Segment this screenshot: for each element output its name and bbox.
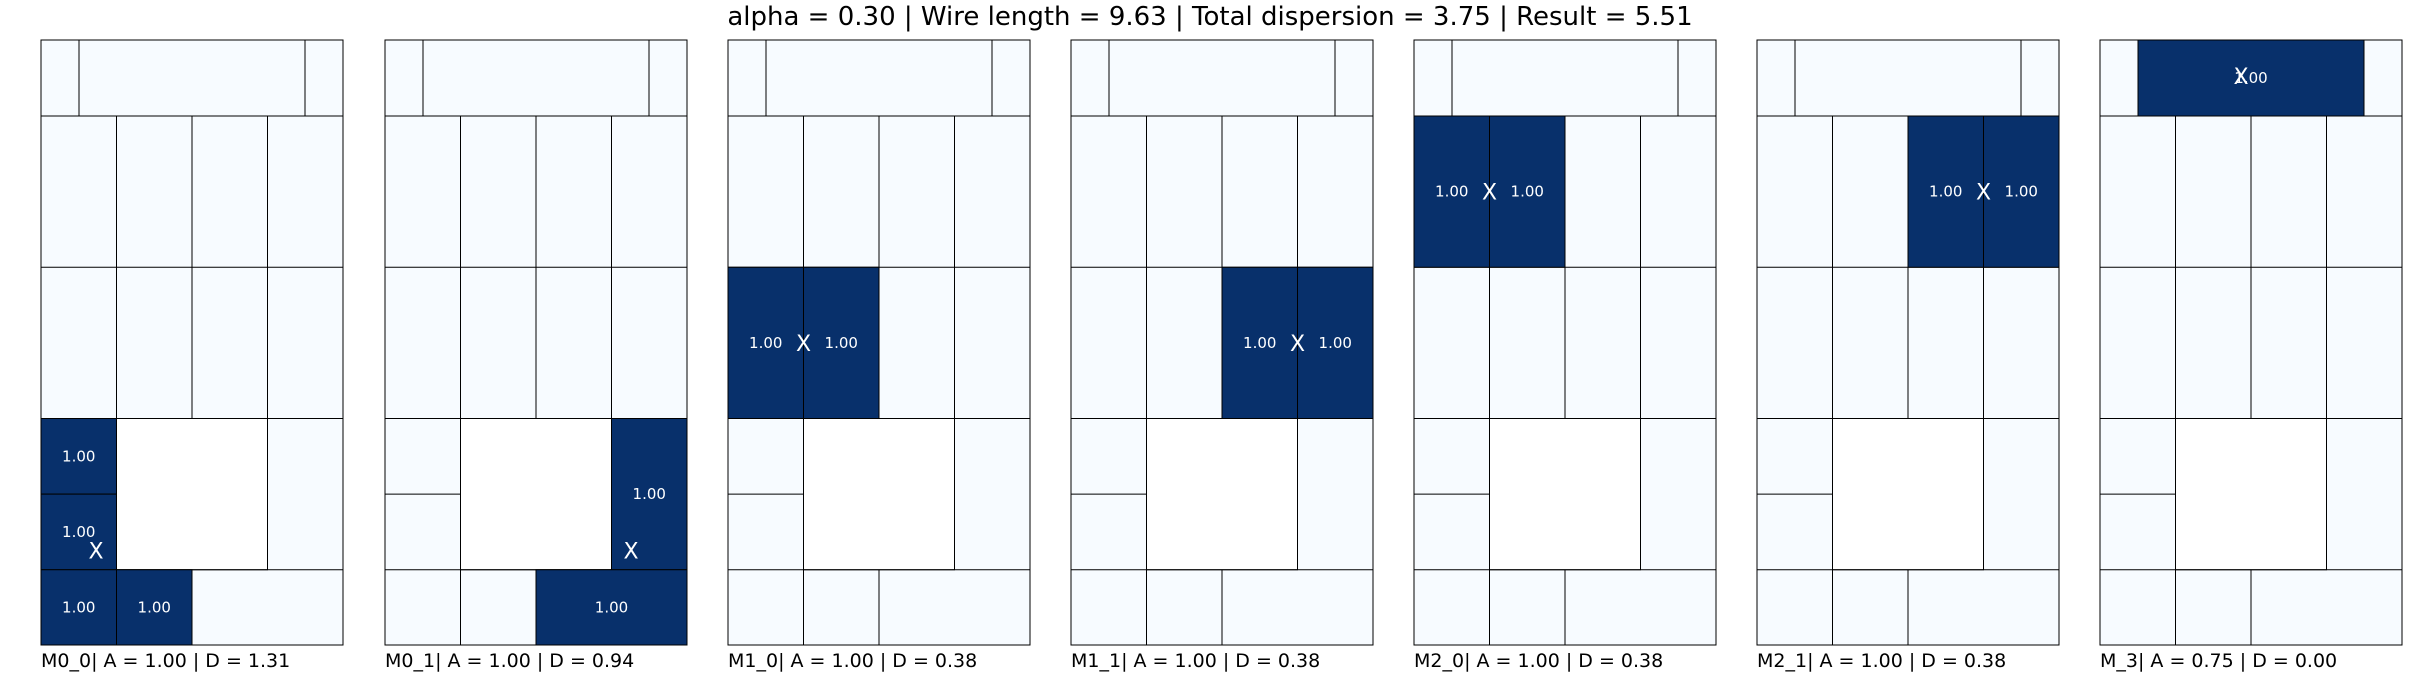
panel-label: M0_0| A = 1.00 | D = 1.31: [41, 650, 290, 672]
empty-region: [460, 418, 612, 571]
cell-value-label: 1.00: [1929, 183, 1962, 201]
cell-value-label: 1.00: [62, 598, 95, 616]
empty-region: [1146, 418, 1298, 571]
figure-title: alpha = 0.30 | Wire length = 9.63 | Tota…: [727, 2, 1693, 32]
panel-3: 1.00 1.00 X M1_1| A = 1.00 | D = 0.38: [1070, 39, 1374, 672]
cell-value-label: 1.00: [1435, 183, 1468, 201]
filled-cell: [1489, 115, 1566, 268]
filled-cell: [2137, 39, 2365, 117]
empty-region: [2175, 418, 2327, 571]
panel-label: M2_1| A = 1.00 | D = 0.38: [1757, 650, 2006, 672]
panel-label: M0_1| A = 1.00 | D = 0.94: [385, 650, 634, 672]
filled-cell: [535, 569, 688, 646]
centroid-x-marker: X: [796, 332, 811, 357]
cell-value-label: 1.00: [1319, 334, 1352, 352]
cell-value-label: 1.00: [62, 523, 95, 541]
empty-region: [803, 418, 955, 571]
centroid-x-marker: X: [2233, 65, 2248, 90]
cell-value-label: 1.00: [595, 598, 628, 616]
filled-cell: [1413, 115, 1490, 268]
cell-value-label: 1.00: [633, 485, 666, 503]
panel-6: 1.00X M_3| A = 0.75 | D = 0.00: [2099, 39, 2403, 672]
cell-value-label: 1.00: [62, 447, 95, 465]
cell-value-label: 1.00: [2234, 69, 2267, 87]
centroid-x-marker: X: [623, 540, 638, 565]
cell-value-label: 1.00: [825, 334, 858, 352]
empty-region: [1489, 418, 1641, 571]
filled-cell: [727, 266, 804, 419]
filled-cell: [116, 569, 193, 646]
cell-value-label: 1.00: [749, 334, 782, 352]
filled-cell: [40, 418, 117, 495]
centroid-x-marker: X: [88, 540, 103, 565]
panel-label: M1_0| A = 1.00 | D = 0.38: [728, 650, 977, 672]
filled-cell: [1983, 115, 2060, 268]
cell-value-label: 1.00: [138, 598, 171, 616]
panel-label: M_3| A = 0.75 | D = 0.00: [2100, 650, 2337, 672]
panel-4: 1.00 1.00 X M2_0| A = 1.00 | D = 0.38: [1413, 39, 1717, 672]
panel-5: 1.00 1.00 X M2_1| A = 1.00 | D = 0.38: [1756, 39, 2060, 672]
filled-cell: [1297, 266, 1374, 419]
filled-cell: [611, 418, 688, 571]
centroid-x-marker: X: [1482, 181, 1497, 206]
cell-value-label: 1.00: [1243, 334, 1276, 352]
cell-value-label: 1.00: [1511, 183, 1544, 201]
filled-cell: [803, 266, 880, 419]
empty-region: [116, 418, 268, 571]
cell-value-label: 1.00: [2005, 183, 2038, 201]
panel-1: 1.00 1.00 X M0_1| A = 1.00 | D = 0.94: [384, 39, 688, 672]
filled-cell: [1221, 266, 1298, 419]
panel-label: M2_0| A = 1.00 | D = 0.38: [1414, 650, 1663, 672]
centroid-x-marker: X: [1976, 181, 1991, 206]
filled-cell: [40, 493, 117, 571]
panel-label: M1_1| A = 1.00 | D = 0.38: [1071, 650, 1320, 672]
empty-region: [1832, 418, 1984, 571]
centroid-x-marker: X: [1290, 332, 1305, 357]
panel-2: 1.00 1.00 X M1_0| A = 1.00 | D = 0.38: [727, 39, 1031, 672]
